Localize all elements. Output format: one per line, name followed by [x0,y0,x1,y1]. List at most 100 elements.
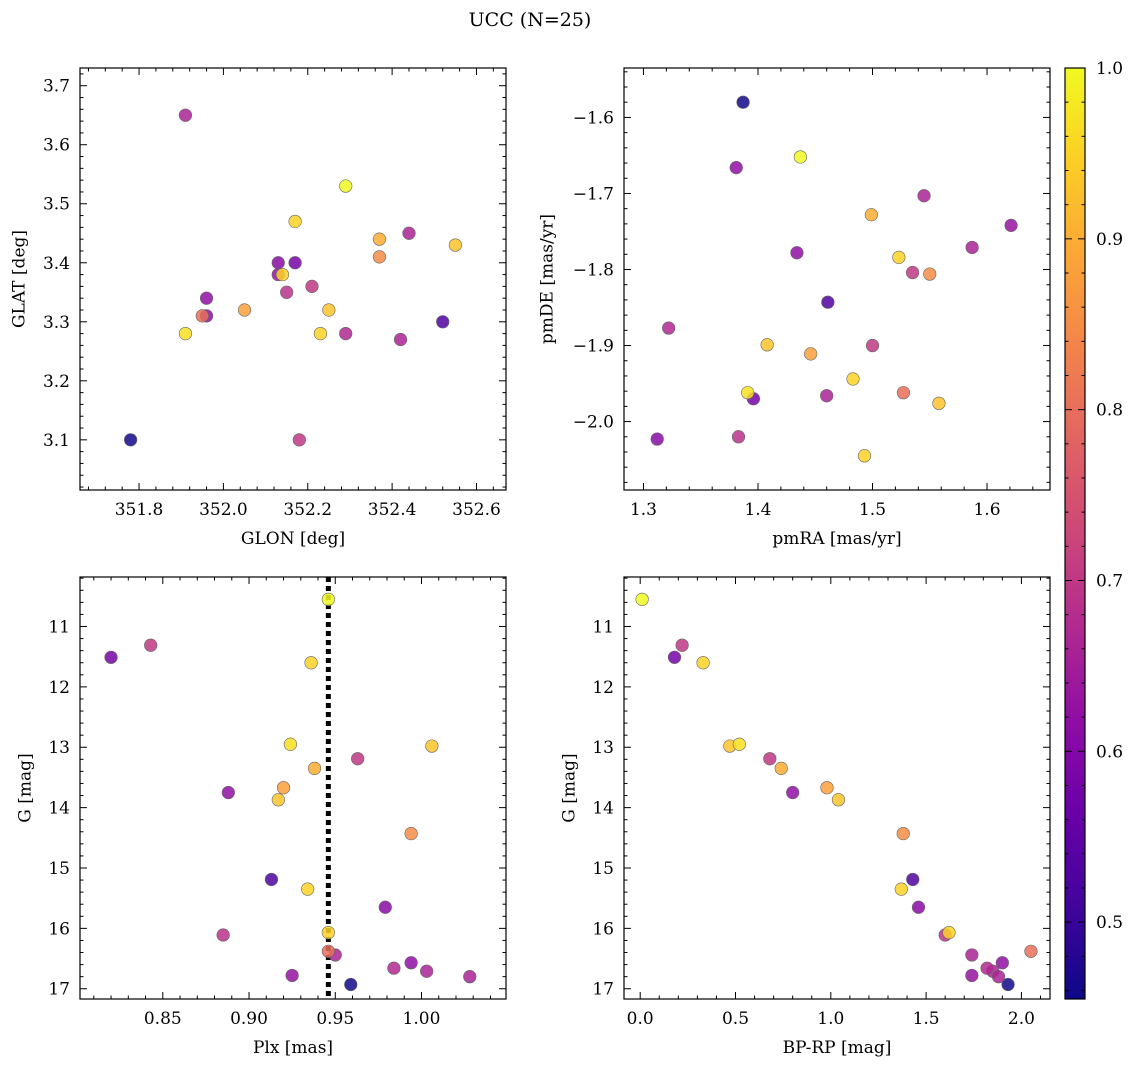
data-point [675,638,689,652]
colorbar-tick-label: 0.9 [1096,230,1123,250]
data-point [821,295,835,309]
y-tick-label: 17 [592,980,614,1000]
data-point [275,267,290,282]
data-point [980,961,994,975]
y-tick-label: 16 [592,919,614,939]
data-point [729,161,743,175]
colorbar-frame [1064,67,1086,1000]
data-point [288,214,302,229]
data-point [696,656,710,670]
data-point [820,781,834,795]
data-point [911,900,926,914]
y-tick-label: 11 [48,618,70,638]
colorbar-tick-label: 1.0 [1096,59,1123,79]
data-point [351,752,365,766]
data-point [896,386,911,400]
data-point [731,430,746,444]
data-point [942,925,956,940]
y-tick-label: 3.6 [43,136,70,156]
data-point [804,347,818,361]
data-point [321,925,335,940]
y-tick-label: 14 [48,799,70,819]
x-tick-label: 0.95 [316,1009,354,1029]
y-axis-label: GLAT [deg] [10,230,30,328]
data-point [420,964,434,978]
data-point [463,970,477,984]
axes-frame [623,576,1051,1000]
data-point [965,948,979,962]
x-axis-label: BP-RP [mag] [783,1038,892,1058]
y-tick-label: −1.7 [573,184,614,204]
x-tick-label: 0.5 [722,1009,749,1029]
data-point [301,882,315,896]
data-point [271,256,285,270]
y-tick-label: 13 [592,738,614,758]
data-point [276,781,291,795]
data-point [372,232,387,246]
data-point [321,592,335,606]
y-tick-label: 16 [48,919,70,939]
data-point [820,389,834,403]
x-tick-label: 0.85 [144,1009,182,1029]
data-point [288,256,302,270]
colorbar-tick-label: 0.8 [1096,401,1123,421]
data-point [322,303,336,317]
y-tick-label: 3.1 [43,431,70,451]
data-point [372,250,387,264]
x-tick-label: 352.2 [283,500,332,520]
data-point [831,793,846,807]
x-tick-label: 1.00 [403,1009,441,1029]
data-point [932,396,946,410]
data-point [906,872,920,887]
data-point [305,279,319,293]
x-tick-label: 1.6 [973,500,1000,520]
data-point [865,338,880,353]
y-tick-label: −2.0 [573,413,614,433]
data-point [280,285,294,299]
data-point [144,638,158,652]
data-point [786,785,800,800]
colorbar-gradient [1065,68,1085,999]
panel-cmd: 0.0 0.5 1.0 1.5 2.0 11 12 13 14 15 16 17 BP-RP [mag]… [560,576,1051,1058]
x-tick-label: 1.3 [630,500,657,520]
x-tick-label: 0.0 [627,1009,654,1029]
x-tick-label: 1.0 [817,1009,844,1029]
panel-glon-glat: 351.8 352.0 352.2 352.4 352.6 3.1 3.2 3.3 3.4 3.5… [10,67,507,549]
data-point [313,326,328,341]
data-point [378,900,392,914]
y-axis-label: G [mag] [560,753,580,822]
colorbar-tick-label: 0.5 [1096,913,1123,933]
y-tick-label: 13 [48,738,70,758]
axes-frame [623,67,1051,491]
figure-title: UCC (N=25) [469,9,592,31]
data-point [404,956,418,970]
data-point [662,321,676,335]
x-tick-label: 1.4 [744,500,771,520]
data-point [283,737,298,751]
axes-frame [79,67,507,491]
x-axis-label: pmRA [mas/yr] [772,529,901,549]
data-point [221,785,235,800]
data-point [732,737,746,751]
data-point [857,449,872,463]
y-tick-label: 3.4 [43,254,70,274]
data-point [965,240,979,255]
data-point [1001,977,1015,992]
data-point [292,433,306,447]
x-tick-label: 2.0 [1008,1009,1035,1029]
data-point [199,291,214,305]
data-point [344,977,358,992]
data-point [178,326,193,341]
y-tick-label: 15 [592,859,614,879]
data-point [304,656,318,670]
y-tick-label: 17 [48,980,70,1000]
data-point [864,208,878,222]
data-point [404,826,418,841]
x-tick-label: 352.6 [452,500,501,520]
y-tick-label: −1.9 [573,337,614,357]
y-tick-label: 3.3 [43,313,70,333]
y-tick-label: 3.5 [43,195,70,215]
y-tick-label: 12 [592,678,614,698]
data-point [195,309,209,323]
